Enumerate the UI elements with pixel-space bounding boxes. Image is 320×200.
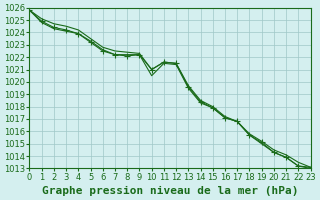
X-axis label: Graphe pression niveau de la mer (hPa): Graphe pression niveau de la mer (hPa) [42,186,298,196]
